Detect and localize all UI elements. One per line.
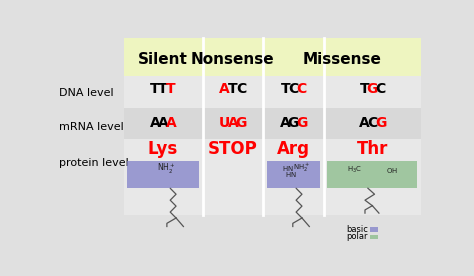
Text: T: T xyxy=(166,83,176,96)
Text: Thr: Thr xyxy=(357,140,388,158)
FancyBboxPatch shape xyxy=(267,161,320,188)
FancyBboxPatch shape xyxy=(370,227,378,232)
FancyBboxPatch shape xyxy=(124,76,421,108)
Text: $\mathregular{NH_2^+}$: $\mathregular{NH_2^+}$ xyxy=(157,162,176,176)
Text: $\mathregular{OH}$: $\mathregular{OH}$ xyxy=(386,166,398,175)
Text: Lys: Lys xyxy=(148,140,178,158)
Text: T: T xyxy=(150,83,160,96)
Text: G: G xyxy=(288,116,299,131)
FancyBboxPatch shape xyxy=(124,108,421,139)
Text: C: C xyxy=(375,83,386,96)
Text: Arg: Arg xyxy=(277,140,310,158)
Text: $\mathregular{NH_2^+}$: $\mathregular{NH_2^+}$ xyxy=(293,162,310,174)
FancyBboxPatch shape xyxy=(370,235,378,239)
Text: $\mathregular{HN}$: $\mathregular{HN}$ xyxy=(285,170,297,179)
Text: G: G xyxy=(367,83,378,96)
FancyBboxPatch shape xyxy=(127,161,199,188)
Text: G: G xyxy=(375,116,386,131)
Text: A: A xyxy=(228,116,238,131)
Text: A: A xyxy=(158,116,168,131)
Text: U: U xyxy=(219,116,230,131)
Text: DNA level: DNA level xyxy=(59,87,114,98)
Text: A: A xyxy=(280,116,291,131)
Text: mRNA level: mRNA level xyxy=(59,122,124,132)
FancyBboxPatch shape xyxy=(124,38,421,76)
Text: Silent: Silent xyxy=(138,52,188,67)
Text: T: T xyxy=(359,83,369,96)
Text: C: C xyxy=(236,83,246,96)
Text: Nonsense: Nonsense xyxy=(191,52,274,67)
Text: basic: basic xyxy=(346,225,368,234)
Text: protein level: protein level xyxy=(59,158,129,168)
FancyBboxPatch shape xyxy=(328,161,418,188)
Text: STOP: STOP xyxy=(208,140,258,158)
Text: C: C xyxy=(288,83,299,96)
Text: $\mathregular{H_3C}$: $\mathregular{H_3C}$ xyxy=(347,165,362,175)
FancyBboxPatch shape xyxy=(124,139,421,215)
Text: A: A xyxy=(359,116,370,131)
Text: T: T xyxy=(158,83,168,96)
Text: T: T xyxy=(228,83,237,96)
Text: C: C xyxy=(367,116,377,131)
Text: A: A xyxy=(150,116,160,131)
Text: G: G xyxy=(235,116,246,131)
Text: Missense: Missense xyxy=(303,52,382,67)
Text: G: G xyxy=(296,116,307,131)
Text: C: C xyxy=(296,83,307,96)
Text: polar: polar xyxy=(346,232,368,242)
Text: $\mathregular{HN}$: $\mathregular{HN}$ xyxy=(282,164,294,172)
Text: T: T xyxy=(281,83,290,96)
Text: A: A xyxy=(219,83,230,96)
Text: A: A xyxy=(166,116,176,131)
